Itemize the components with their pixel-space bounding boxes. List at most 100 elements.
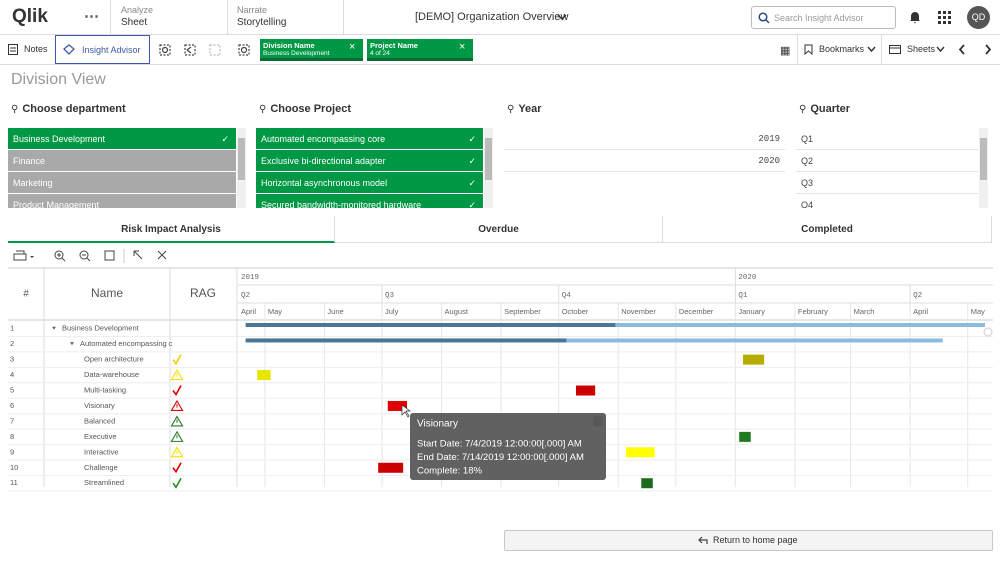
home-button[interactable]: Return to home page — [504, 530, 993, 551]
item-label: Q4 — [801, 200, 814, 208]
insight-advisor-button[interactable]: Insight Advisor — [55, 35, 150, 64]
item-label: Business Development — [13, 134, 106, 144]
brand-logo[interactable]: Qlik — [12, 6, 48, 27]
listbox-item[interactable]: Product Management — [8, 194, 236, 208]
gantt-progress[interactable] — [245, 323, 616, 327]
gantt-bar[interactable] — [378, 462, 404, 473]
sheet-nav-arrows[interactable] — [957, 43, 993, 56]
notes-button[interactable]: Notes — [24, 44, 48, 54]
gantt-bar[interactable] — [593, 416, 603, 427]
listbox-item[interactable]: Automated encompassing core ✓ — [256, 128, 483, 150]
gantt-bar[interactable] — [575, 385, 596, 396]
listbox: Automated encompassing core ✓ Exclusive bi… — [256, 128, 483, 208]
gantt-bar[interactable] — [245, 338, 943, 343]
rag-check — [172, 462, 182, 474]
notes-icon — [8, 44, 18, 55]
nav-label: Analyze — [121, 5, 154, 15]
listbox-item[interactable]: Business Development ✓ — [8, 128, 236, 150]
listbox-item[interactable]: Secured bandwidth-monitored hardware ✓ — [256, 194, 483, 208]
fit-icon — [104, 250, 115, 261]
clear-selection[interactable]: × — [459, 41, 466, 53]
row-name: Automated encompassing c — [80, 339, 173, 348]
column-header: # — [23, 289, 29, 300]
expand-icon[interactable] — [70, 342, 74, 346]
row-name: Data-warehouse — [84, 370, 139, 379]
top-bar: Qlik ⋯ Analyze Sheet Narrate Storytellin… — [0, 0, 1000, 35]
row-number: 5 — [10, 386, 14, 395]
sheets-button[interactable]: Sheets — [907, 44, 936, 54]
rag-warning — [170, 368, 184, 381]
row-name: Balanced — [84, 416, 115, 425]
row-name: Open architecture — [84, 355, 144, 364]
scrollbar — [237, 128, 246, 208]
listbox-item[interactable]: Q4 — [796, 194, 978, 208]
search-box[interactable]: Search Insight Advisor — [751, 6, 896, 29]
clear-selection[interactable]: × — [349, 41, 356, 53]
quarter-label: Q3 — [385, 292, 395, 300]
quarter-label: Q4 — [562, 292, 572, 300]
gantt-bar[interactable] — [625, 447, 655, 458]
item-label: Finance — [13, 156, 46, 166]
check-icon: ✓ — [468, 178, 476, 188]
select-icon — [133, 250, 143, 260]
check-icon: ✓ — [468, 156, 476, 166]
year-label: 2020 — [738, 274, 757, 282]
apps-icon[interactable] — [938, 11, 951, 24]
item-label: Product Management — [13, 200, 100, 208]
rag-warning — [170, 399, 184, 412]
tab[interactable]: Overdue — [335, 216, 663, 243]
quarter-label: Q2 — [241, 292, 250, 300]
bookmarks-button[interactable]: Bookmarks — [819, 44, 865, 54]
app-title[interactable]: [DEMO] Organization Overview — [415, 11, 569, 23]
listbox-item[interactable]: Q1 — [796, 128, 978, 150]
listbox-item[interactable]: Exclusive bi-directional adapter ✓ — [256, 150, 483, 172]
row-number: 8 — [10, 432, 14, 441]
filter-title-text: Year — [518, 103, 542, 115]
more-menu[interactable]: ⋯ — [84, 8, 99, 25]
month-label: April — [913, 307, 928, 316]
filter-title: ⚲ Choose department — [11, 103, 126, 115]
month-label: May — [971, 307, 985, 316]
gantt-bar[interactable] — [387, 400, 407, 411]
gantt-bar[interactable] — [739, 431, 751, 442]
item-label: Q2 — [801, 156, 814, 166]
gantt-bar[interactable] — [641, 478, 653, 489]
selection-chip[interactable]: Project Name 4 of 24 × — [367, 39, 473, 61]
search-icon — [758, 12, 770, 24]
nav-value[interactable]: Storytelling — [237, 17, 287, 28]
selection-tools[interactable] — [158, 43, 253, 57]
notification-icon[interactable] — [908, 10, 922, 24]
month-label: August — [445, 307, 469, 316]
gantt-bar[interactable] — [245, 323, 986, 327]
gantt-progress[interactable] — [245, 338, 567, 343]
tooltip-line: Start Date: 7/4/2019 12:00:00[.000] AM — [417, 439, 582, 450]
row-name: Interactive — [84, 447, 119, 456]
grid-icon[interactable]: ▦ — [780, 45, 791, 57]
listbox-item[interactable]: Q3 — [796, 172, 978, 194]
row-number: 3 — [10, 355, 14, 364]
column-header: Name — [91, 286, 123, 300]
listbox-item[interactable]: 2019 — [504, 128, 785, 150]
gantt-bar[interactable] — [257, 370, 271, 381]
selection-field: Division Name — [263, 41, 315, 50]
listbox-item[interactable]: Marketing — [8, 172, 236, 194]
chevron-icon — [557, 14, 567, 21]
tab[interactable]: Risk Impact Analysis — [8, 216, 335, 243]
item-label: 2020 — [758, 156, 780, 166]
nav-value[interactable]: Sheet — [121, 17, 148, 28]
listbox-item[interactable]: Finance — [8, 150, 236, 172]
scrollbar — [979, 128, 988, 208]
user-avatar[interactable]: QD — [967, 6, 990, 29]
selection-chip[interactable]: Division Name Business Development × — [260, 39, 363, 61]
selection-field: Project Name — [370, 41, 418, 50]
listbox-item[interactable]: 2020 — [504, 150, 785, 172]
month-label: January — [738, 307, 765, 316]
item-label: Q1 — [801, 134, 814, 144]
gantt-bar[interactable] — [743, 354, 765, 365]
cursor — [401, 404, 412, 418]
tab[interactable]: Completed — [663, 216, 992, 243]
zoom-icon — [79, 250, 89, 260]
expand-icon[interactable] — [52, 326, 56, 330]
listbox-item[interactable]: Horizontal asynchronous model ✓ — [256, 172, 483, 194]
listbox-item[interactable]: Q2 — [796, 150, 978, 172]
